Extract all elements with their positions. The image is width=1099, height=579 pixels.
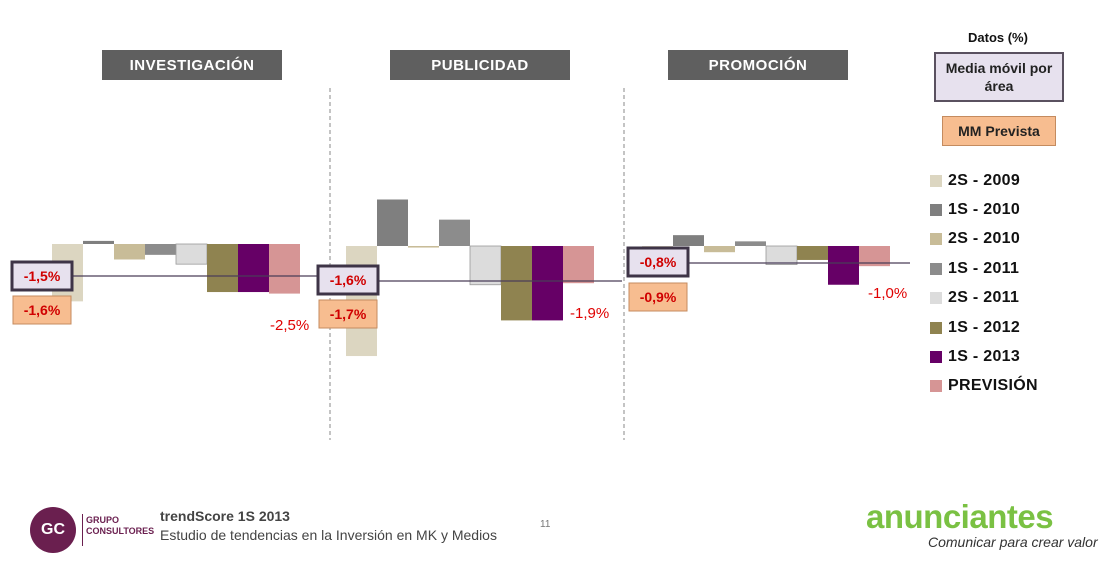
bar xyxy=(501,246,532,321)
forecast-average-label: -0,9% xyxy=(640,289,677,305)
forecast-average-label: -1,6% xyxy=(24,302,61,318)
forecast-average-box xyxy=(318,299,378,329)
moving-average-box xyxy=(10,260,74,292)
legend-label: 1S - 2012 xyxy=(948,318,1021,336)
legend-label: 2S - 2009 xyxy=(948,171,1021,189)
legend-swatch xyxy=(930,204,942,217)
legend-item: 1S - 2011 xyxy=(930,254,1038,283)
legend-item: 1S - 2012 xyxy=(930,313,1038,342)
gc-brand-line2: CONSULTORES xyxy=(86,526,155,536)
anunciantes-logo: anunciantes xyxy=(866,498,1054,535)
bar xyxy=(83,240,114,244)
bar xyxy=(238,244,269,293)
legend-item: 2S - 2010 xyxy=(930,225,1038,254)
legend-swatch xyxy=(930,262,942,275)
forecast-value-label: -1,0% xyxy=(868,285,907,302)
legend-swatch xyxy=(930,174,942,187)
legend: 2S - 2009 1S - 2010 2S - 2010 1S - 2011 … xyxy=(930,166,1038,401)
gc-brand-text: GRUPO CONSULTORES xyxy=(86,515,154,537)
forecast-average-box xyxy=(628,282,688,312)
legend-swatch xyxy=(930,321,942,334)
panel-title-publicidad: PUBLICIDAD xyxy=(390,50,570,80)
legend-label: 1S - 2013 xyxy=(948,348,1021,366)
bar xyxy=(408,246,439,248)
footer-subtitle: Estudio de tendencias en la Inversión en… xyxy=(160,527,497,543)
legend-label: 1S - 2010 xyxy=(948,201,1021,219)
moving-average-label: -1,6% xyxy=(330,272,367,288)
bar xyxy=(207,244,238,293)
logo-divider xyxy=(82,514,83,546)
moving-average-box xyxy=(316,264,380,296)
forecast-value-label: -1,9% xyxy=(570,305,609,322)
moving-average-label: -1,5% xyxy=(24,268,61,284)
gc-brand-line1: GRUPO xyxy=(86,515,120,525)
legend-swatch xyxy=(930,292,942,305)
moving-average-box xyxy=(626,246,690,278)
bar xyxy=(704,246,735,253)
forecast-value-label: -2,5% xyxy=(270,317,309,334)
panel-title-promocion: PROMOCIÓN xyxy=(668,50,848,80)
bar xyxy=(439,219,470,246)
bar xyxy=(377,199,408,246)
anunciantes-tagline: Comunicar para crear valor xyxy=(928,534,1098,550)
legend-item: PREVISIÓN xyxy=(930,372,1038,401)
panel-title-investigacion: INVESTIGACIÓN xyxy=(102,50,282,80)
bar xyxy=(797,246,828,260)
bar xyxy=(469,245,502,286)
gc-logo: GC xyxy=(30,507,76,553)
legend-label: PREVISIÓN xyxy=(948,377,1038,395)
legend-item: 2S - 2009 xyxy=(930,166,1038,195)
bar xyxy=(532,246,563,321)
page-number: 11 xyxy=(540,519,551,530)
legend-label: 2S - 2011 xyxy=(948,289,1020,307)
bar xyxy=(735,241,766,246)
bar xyxy=(828,246,859,285)
legend-label: 2S - 2010 xyxy=(948,230,1021,248)
units-label: Datos (%) xyxy=(968,30,1028,45)
forecast-average-label: -1,7% xyxy=(330,306,367,322)
legend-item: 2S - 2011 xyxy=(930,284,1038,313)
forecast-average-legend-box: MM Prevista xyxy=(942,116,1056,146)
legend-item: 1S - 2010 xyxy=(930,195,1038,224)
legend-swatch xyxy=(930,351,942,364)
bar xyxy=(859,246,890,267)
moving-average-label: -0,8% xyxy=(640,254,677,270)
legend-swatch xyxy=(930,380,942,393)
bar xyxy=(673,235,704,246)
bar xyxy=(145,244,176,255)
bar xyxy=(563,246,594,284)
legend-swatch xyxy=(930,233,942,246)
moving-average-legend-box: Media móvil por área xyxy=(934,52,1064,102)
bar xyxy=(114,244,145,260)
footer-title: trendScore 1S 2013 xyxy=(160,508,290,524)
bar xyxy=(765,245,798,266)
bar xyxy=(269,244,300,294)
legend-item: 1S - 2013 xyxy=(930,342,1038,371)
bar xyxy=(175,243,208,265)
forecast-average-box xyxy=(12,295,72,325)
legend-label: 1S - 2011 xyxy=(948,259,1020,277)
